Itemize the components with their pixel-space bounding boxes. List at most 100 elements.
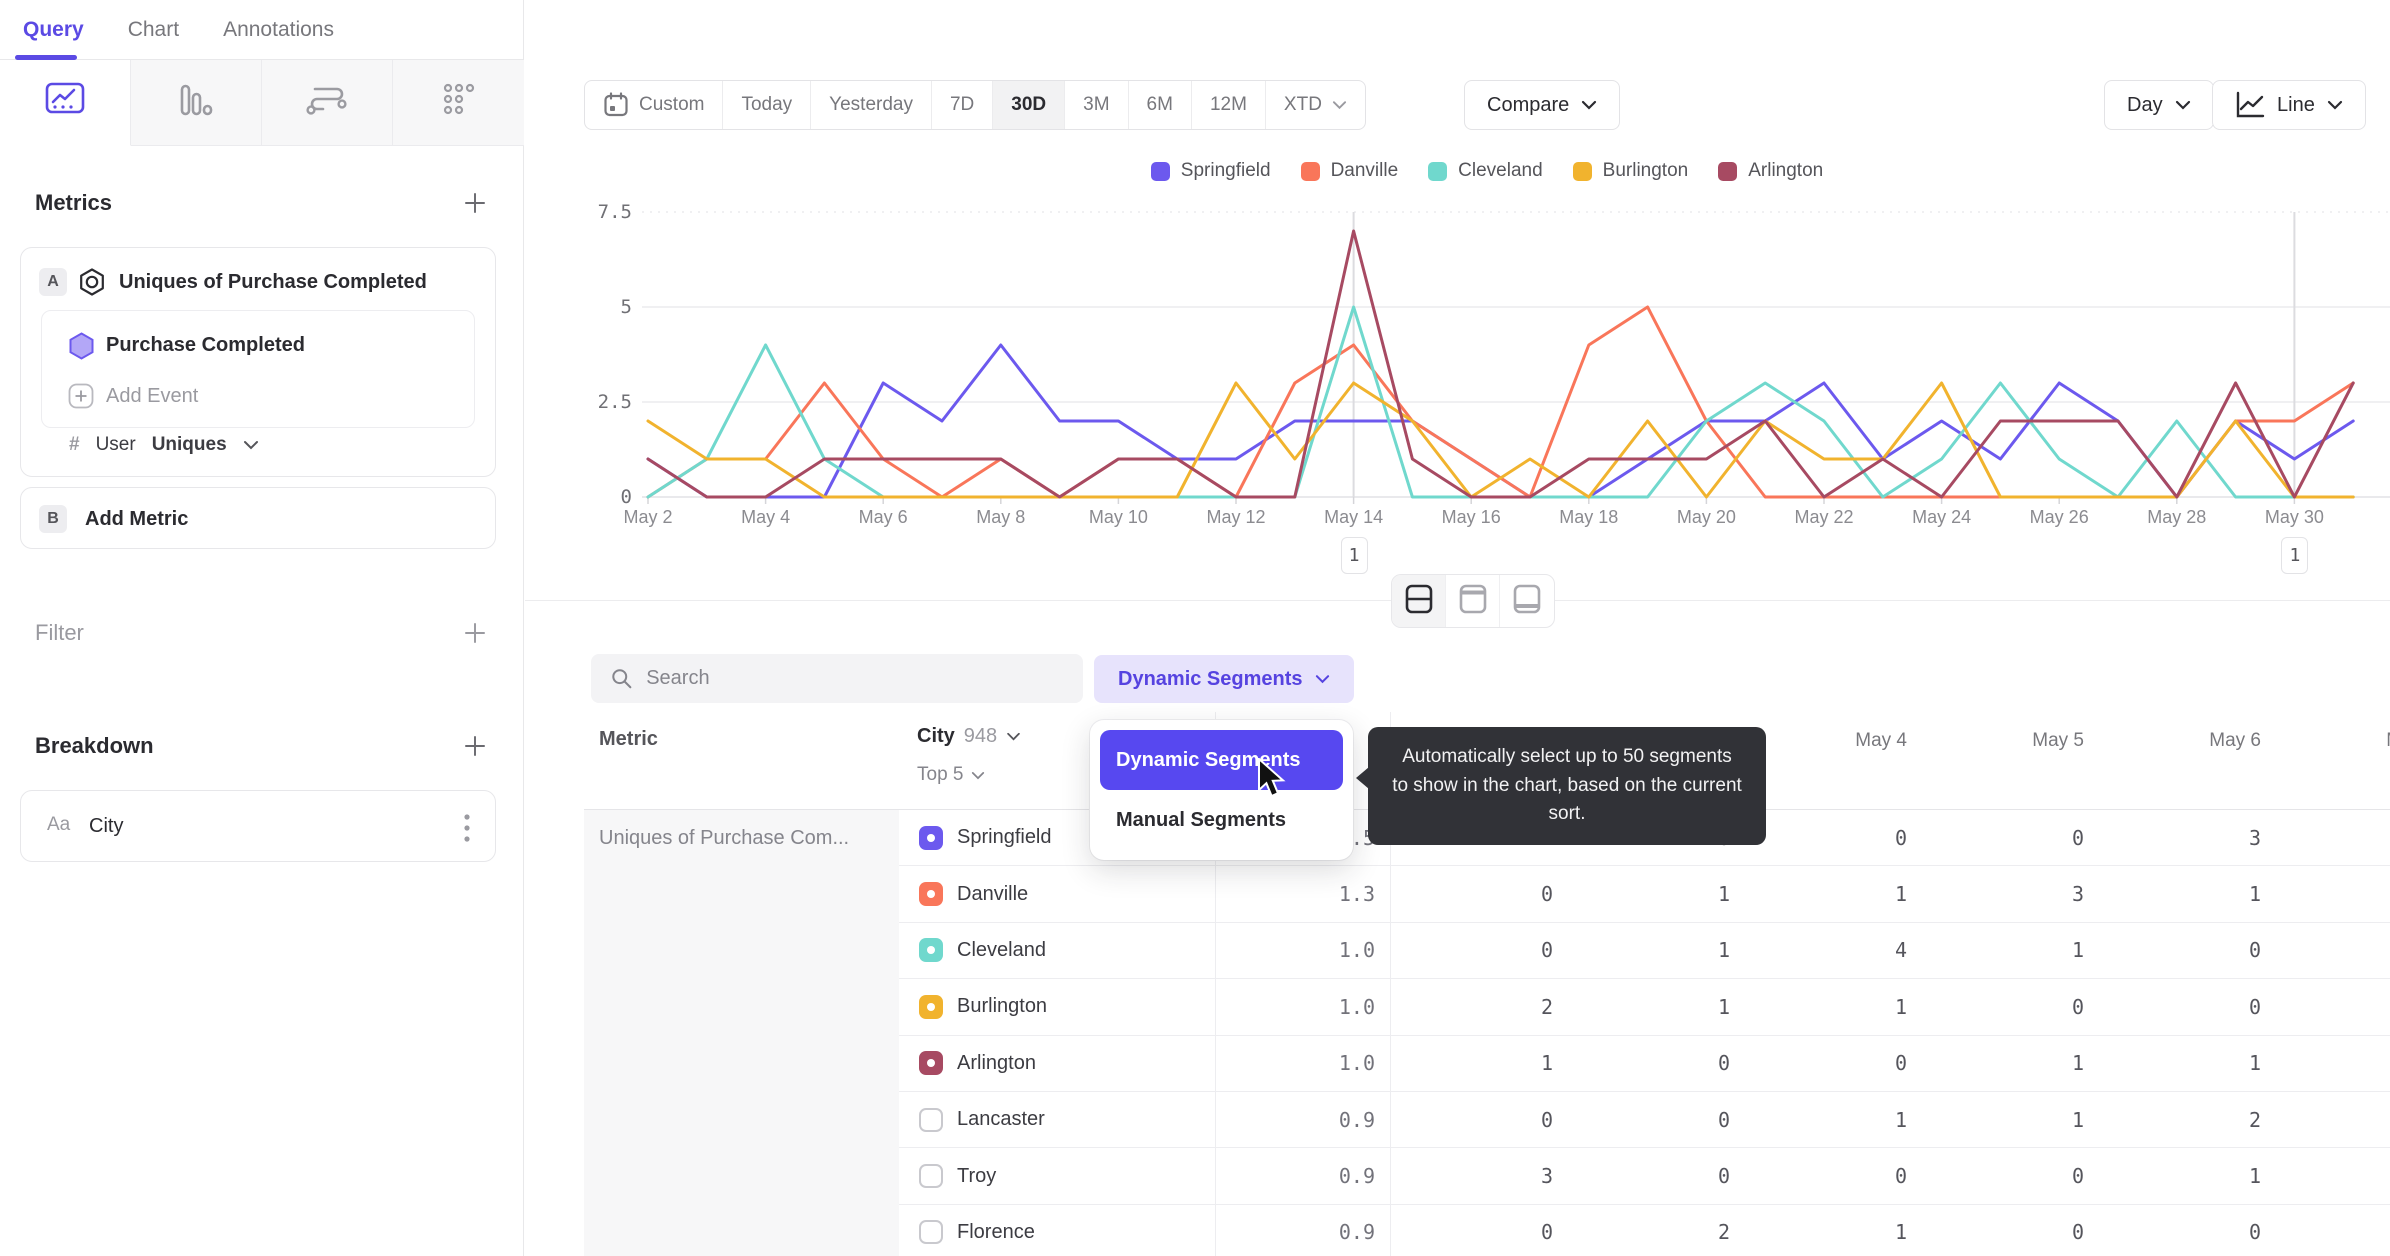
svg-text:May 18: May 18 xyxy=(1559,507,1618,527)
add-metric-label: Add Metric xyxy=(85,508,189,530)
segment-name: Florence xyxy=(957,1220,1035,1243)
bar-chart-icon xyxy=(176,82,216,123)
calendar-icon xyxy=(604,92,628,117)
annotation-marker[interactable]: 1 xyxy=(2281,537,2309,574)
day-value: 3 xyxy=(2071,882,2084,907)
metrics-title: Metrics xyxy=(35,190,113,215)
chart-type-tab-scatter-chart[interactable] xyxy=(393,60,524,146)
svg-text:May 12: May 12 xyxy=(1206,507,1265,527)
svg-text:May 14: May 14 xyxy=(1324,507,1383,527)
range-custom[interactable]: Custom xyxy=(585,81,724,129)
range-30d[interactable]: 30D xyxy=(993,81,1066,129)
legend-item-burlington[interactable]: Burlington xyxy=(1572,160,1688,182)
segment-cell[interactable]: Burlington xyxy=(899,994,1215,1019)
segment-checkbox[interactable] xyxy=(919,825,943,850)
legend-swatch xyxy=(1428,161,1448,181)
segment-search xyxy=(591,654,1083,703)
legend-item-danville[interactable]: Danville xyxy=(1300,160,1398,182)
range-yesterday[interactable]: Yesterday xyxy=(811,81,932,129)
measure-selector[interactable]: # User Uniques xyxy=(69,434,259,456)
top-nav-tabs: Query Chart Annotations xyxy=(0,0,524,60)
segment-cell[interactable]: Cleveland xyxy=(899,938,1215,963)
legend-item-cleveland[interactable]: Cleveland xyxy=(1428,160,1543,182)
segment-checkbox[interactable] xyxy=(919,1051,943,1076)
layout-option-split-view[interactable] xyxy=(1392,575,1446,627)
segment-cell[interactable]: Danville xyxy=(899,882,1215,907)
svg-text:0: 0 xyxy=(621,486,632,508)
range-6m[interactable]: 6M xyxy=(1129,81,1192,129)
date-column-header: May 7 xyxy=(2275,730,2390,752)
chart-style-button[interactable]: Line xyxy=(2212,80,2366,130)
segment-cell[interactable]: Lancaster xyxy=(899,1107,1215,1132)
chart-type-tab-bar-chart[interactable] xyxy=(131,60,262,146)
query-sidebar: Query Chart Annotations Metrics A Uniques … xyxy=(0,0,524,1256)
day-value: 0 xyxy=(2248,938,2261,963)
metric-a-title[interactable]: Uniques of Purchase Completed xyxy=(119,271,427,293)
segment-cell[interactable]: Florence xyxy=(899,1220,1215,1245)
event-name[interactable]: Purchase Completed xyxy=(106,334,305,356)
day-value: 4 xyxy=(1894,938,1907,963)
breakdown-city-card[interactable]: Aa City xyxy=(20,790,496,862)
day-value: 1 xyxy=(1717,938,1730,963)
add-metric-plus-icon[interactable] xyxy=(462,190,488,216)
segment-cell[interactable]: Troy xyxy=(899,1164,1215,1189)
legend-item-arlington[interactable]: Arlington xyxy=(1718,160,1823,182)
legend-item-springfield[interactable]: Springfield xyxy=(1150,160,1271,182)
svg-text:7.5: 7.5 xyxy=(598,201,632,223)
search-input[interactable] xyxy=(646,667,1063,690)
filter-section-header: Filter xyxy=(35,620,488,646)
segment-checkbox[interactable] xyxy=(919,1220,943,1245)
add-event-label[interactable]: Add Event xyxy=(106,385,199,407)
top-n-selector[interactable]: Top 5 xyxy=(917,764,985,786)
metric-card-b[interactable]: B Add Metric xyxy=(20,487,496,549)
day-value: 2 xyxy=(1540,994,1553,1019)
menu-item-manual-segments[interactable]: Manual Segments xyxy=(1116,808,1287,831)
metrics-section-header: Metrics xyxy=(35,190,488,216)
add-filter-plus-icon[interactable] xyxy=(462,620,488,646)
segments-mode-button[interactable]: Dynamic Segments xyxy=(1094,655,1354,703)
segment-checkbox[interactable] xyxy=(919,938,943,963)
add-event-icon[interactable] xyxy=(68,383,94,409)
day-value: 1 xyxy=(1894,994,1907,1019)
legend-swatch xyxy=(1572,161,1592,181)
segment-checkbox[interactable] xyxy=(919,1107,943,1132)
menu-item-dynamic-segments[interactable]: Dynamic Segments xyxy=(1100,730,1343,790)
granularity-button[interactable]: Day xyxy=(2104,80,2214,130)
day-value: 0 xyxy=(2071,994,2084,1019)
day-value: 1 xyxy=(2248,882,2261,907)
compare-button[interactable]: Compare xyxy=(1464,80,1621,130)
day-value: 0 xyxy=(1894,825,1907,850)
range-today[interactable]: Today xyxy=(723,81,812,129)
legend-label: Arlington xyxy=(1748,160,1824,181)
nav-tab-query[interactable]: Query xyxy=(23,17,84,41)
chevron-down-icon xyxy=(243,441,258,450)
legend-swatch xyxy=(1718,161,1738,181)
table-row-florence: Florence 0.9 0 2 1 0 0 xyxy=(899,1205,2390,1256)
chart-type-tab-line-chart[interactable] xyxy=(0,60,131,146)
chart-type-tab-flow-chart[interactable] xyxy=(262,60,393,146)
line-chart-icon xyxy=(2236,91,2265,118)
kebab-menu-icon[interactable] xyxy=(463,813,471,843)
column-divider xyxy=(1390,712,1391,1256)
layout-option-bottom-panel-view[interactable] xyxy=(1500,575,1554,627)
annotation-marker[interactable]: 1 xyxy=(1340,537,1368,574)
range-xtd[interactable]: XTD xyxy=(1266,81,1365,129)
nav-tab-annotations[interactable]: Annotations xyxy=(223,17,334,41)
layout-option-top-panel-view[interactable] xyxy=(1446,575,1500,627)
nav-tab-chart[interactable]: Chart xyxy=(127,17,180,41)
range-7d[interactable]: 7D xyxy=(932,81,994,129)
day-value: 0 xyxy=(2248,1220,2261,1245)
add-breakdown-plus-icon[interactable] xyxy=(462,733,488,759)
day-value: 3 xyxy=(1540,1164,1553,1189)
segment-cell[interactable]: Springfield xyxy=(899,825,1215,850)
range-12m[interactable]: 12M xyxy=(1192,81,1266,129)
breakdown-column-header[interactable]: City 948 xyxy=(917,725,1021,748)
svg-text:May 26: May 26 xyxy=(2030,507,2089,527)
segment-checkbox[interactable] xyxy=(919,882,943,907)
segment-checkbox[interactable] xyxy=(919,1164,943,1189)
range-3m[interactable]: 3M xyxy=(1065,81,1129,129)
segment-checkbox[interactable] xyxy=(919,994,943,1019)
segment-cell[interactable]: Arlington xyxy=(899,1051,1215,1076)
segment-name: Burlington xyxy=(957,995,1048,1018)
